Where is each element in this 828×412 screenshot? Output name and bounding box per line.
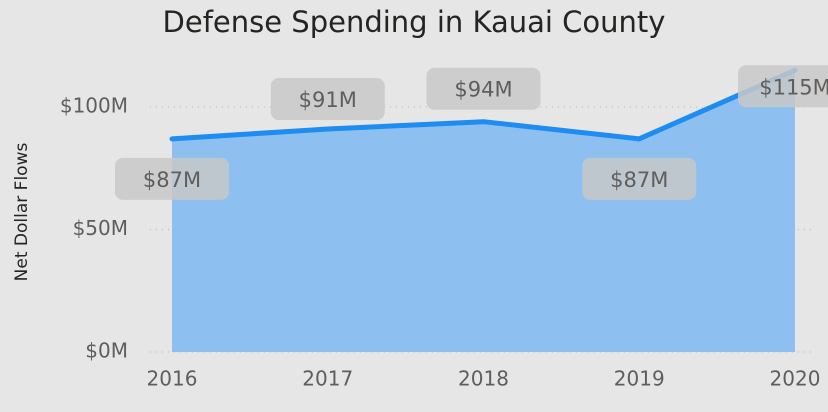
y-axis-label: Net Dollar Flows: [12, 143, 32, 282]
data-label-box: [115, 157, 229, 200]
data-label-box: [738, 65, 828, 108]
data-label-box: [426, 67, 541, 110]
y-tick-label: $0M: [85, 339, 128, 363]
data-label: $87M: [143, 168, 201, 192]
y-tick-label: $100M: [60, 94, 128, 118]
y-tick-label: $50M: [73, 216, 128, 240]
chart-title: Defense Spending in Kauai County: [163, 5, 666, 39]
x-tick-label: 2016: [147, 367, 198, 391]
x-tick-label: 2018: [458, 367, 509, 391]
line: [169, 67, 798, 142]
x-tick-label: 2017: [302, 367, 353, 391]
x-tick-label: 2020: [770, 367, 821, 391]
data-label-box: [582, 157, 697, 200]
data-label: $87M: [610, 168, 668, 192]
data-label: $91M: [299, 88, 357, 112]
data-label: $115M: [759, 75, 828, 99]
x-tick-label: 2019: [614, 367, 665, 391]
data-label-box: [270, 78, 385, 121]
data-label: $94M: [454, 78, 512, 102]
